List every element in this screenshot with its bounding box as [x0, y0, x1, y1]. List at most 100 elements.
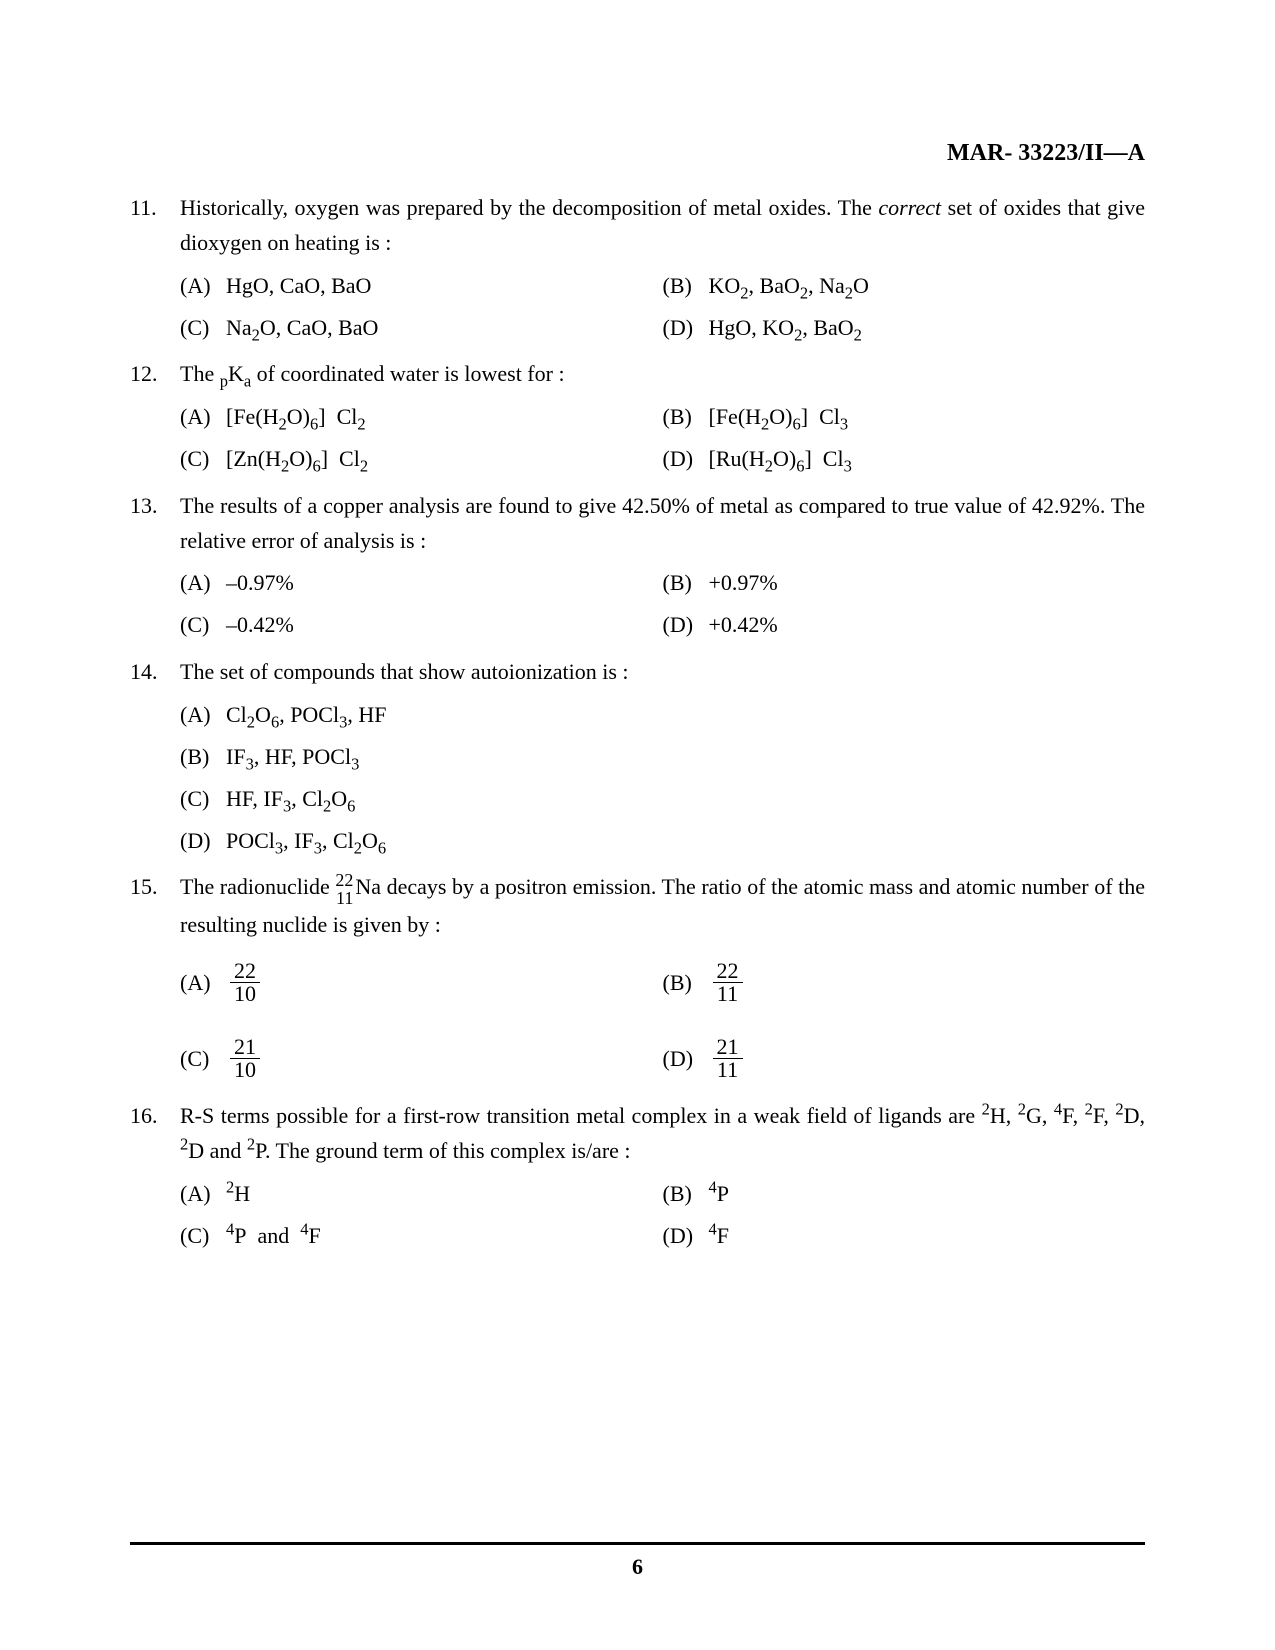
option: (B)+0.97%	[663, 564, 1146, 602]
question-14: 14.The set of compounds that show autoio…	[130, 654, 1145, 859]
option: (D)2111	[663, 1034, 1146, 1082]
option: (A)2210	[180, 958, 663, 1006]
option-label: (D)	[663, 1041, 709, 1076]
option-text: [Ru(H2O)6] Cl3	[709, 441, 852, 476]
option: (A)HgO, CaO, BaO	[180, 266, 663, 304]
option-label: (D)	[663, 310, 709, 345]
question-text: The radionuclide 2211Na decays by a posi…	[180, 869, 1145, 942]
question-text: The results of a copper analysis are fou…	[180, 488, 1145, 558]
option-text: KO2, BaO2, Na2O	[709, 268, 869, 303]
options: (A)HgO, CaO, BaO(B)KO2, BaO2, Na2O(C)Na2…	[180, 266, 1145, 346]
question-number: 16.	[130, 1098, 180, 1133]
option: (B)[Fe(H2O)6] Cl3	[663, 398, 1146, 436]
question-text: The pKa of coordinated water is lowest f…	[180, 356, 1145, 391]
page-number: 6	[0, 1554, 1275, 1580]
question-15: 15.The radionuclide 2211Na decays by a p…	[130, 869, 1145, 1082]
option-text: [Fe(H2O)6] Cl3	[709, 399, 849, 434]
option-label: (C)	[180, 781, 226, 816]
option: (B)2211	[663, 958, 1146, 1006]
option: (A)–0.97%	[180, 564, 663, 602]
question-text: R-S terms possible for a first-row trans…	[180, 1098, 1145, 1168]
option-label: (A)	[180, 399, 226, 434]
option-label: (D)	[663, 1218, 709, 1253]
option: (C)HF, IF3, Cl2O6	[180, 779, 1145, 817]
option-text: +0.42%	[709, 607, 778, 642]
option-label: (D)	[180, 823, 226, 858]
option-text: 4F	[709, 1218, 730, 1253]
option: (D)POCl3, IF3, Cl2O6	[180, 821, 1145, 859]
question-number: 12.	[130, 356, 180, 391]
option: (B)4P	[663, 1175, 1146, 1213]
option-text: 2H	[226, 1176, 250, 1211]
question-13: 13.The results of a copper analysis are …	[130, 488, 1145, 644]
question-list: 11.Historically, oxygen was prepared by …	[130, 190, 1145, 1255]
option-label: (D)	[663, 441, 709, 476]
option-label: (A)	[180, 565, 226, 600]
option-label: (C)	[180, 1041, 226, 1076]
question-number: 13.	[130, 488, 180, 523]
option: (C)4P and 4F	[180, 1217, 663, 1255]
question-number: 15.	[130, 869, 180, 904]
option-label: (B)	[663, 565, 709, 600]
option-text: 2210	[226, 960, 264, 1005]
option-label: (B)	[663, 399, 709, 434]
question-number: 14.	[130, 654, 180, 689]
option-text: 2111	[709, 1036, 747, 1081]
options: (A)2210(B)2211(C)2110(D)2111	[180, 958, 1145, 1082]
option: (A)[Fe(H2O)6] Cl2	[180, 398, 663, 436]
option-label: (B)	[663, 965, 709, 1000]
option-label: (A)	[180, 697, 226, 732]
option: (C)–0.42%	[180, 606, 663, 644]
option: (D)HgO, KO2, BaO2	[663, 308, 1146, 346]
option: (D)4F	[663, 1217, 1146, 1255]
option: (C)2110	[180, 1034, 663, 1082]
option: (D)[Ru(H2O)6] Cl3	[663, 440, 1146, 478]
option-text: 4P	[709, 1176, 730, 1211]
option-text: 4P and 4F	[226, 1218, 321, 1253]
question-number: 11.	[130, 190, 180, 225]
option-text: [Zn(H2O)6] Cl2	[226, 441, 368, 476]
option-text: 2110	[226, 1036, 264, 1081]
question-11: 11.Historically, oxygen was prepared by …	[130, 190, 1145, 346]
option-label: (B)	[663, 268, 709, 303]
option-text: Cl2O6, POCl3, HF	[226, 697, 386, 732]
option: (C)Na2O, CaO, BaO	[180, 308, 663, 346]
option-label: (B)	[180, 739, 226, 774]
options: (A)Cl2O6, POCl3, HF (B)IF3, HF, POCl3 (C)H…	[180, 695, 1145, 859]
option: (C)[Zn(H2O)6] Cl2	[180, 440, 663, 478]
question-text: The set of compounds that show autoioniz…	[180, 654, 1145, 689]
option: (A)Cl2O6, POCl3, HF	[180, 695, 1145, 733]
option-label: (C)	[180, 310, 226, 345]
option-label: (C)	[180, 1218, 226, 1253]
option: (B)KO2, BaO2, Na2O	[663, 266, 1146, 304]
options: (A)2H(B)4P(C)4P and 4F(D)4F	[180, 1175, 1145, 1255]
options: (A)–0.97%(B)+0.97%(C)–0.42%(D)+0.42%	[180, 564, 1145, 644]
option-text: Na2O, CaO, BaO	[226, 310, 378, 345]
option-label: (C)	[180, 607, 226, 642]
question-text: Historically, oxygen was prepared by the…	[180, 190, 1145, 260]
option-text: +0.97%	[709, 565, 778, 600]
option-text: HgO, KO2, BaO2	[709, 310, 862, 345]
option: (A)2H	[180, 1175, 663, 1213]
exam-page: MAR- 33223/II—A 11.Historically, oxygen …	[0, 0, 1275, 1650]
option-label: (A)	[180, 268, 226, 303]
option-label: (C)	[180, 441, 226, 476]
option-label: (B)	[663, 1176, 709, 1211]
option: (B)IF3, HF, POCl3	[180, 737, 1145, 775]
question-16: 16.R-S terms possible for a first-row tr…	[130, 1098, 1145, 1254]
option-label: (A)	[180, 965, 226, 1000]
option-text: 2211	[709, 960, 747, 1005]
question-12: 12.The pKa of coordinated water is lowes…	[130, 356, 1145, 477]
option-text: HgO, CaO, BaO	[226, 268, 371, 303]
options: (A)[Fe(H2O)6] Cl2(B)[Fe(H2O)6] Cl3(C)[Zn…	[180, 398, 1145, 478]
option-text: [Fe(H2O)6] Cl2	[226, 399, 366, 434]
option-label: (D)	[663, 607, 709, 642]
option: (D)+0.42%	[663, 606, 1146, 644]
option-text: POCl3, IF3, Cl2O6	[226, 823, 386, 858]
footer-rule	[130, 1542, 1145, 1545]
option-label: (A)	[180, 1176, 226, 1211]
paper-code: MAR- 33223/II—A	[947, 140, 1145, 167]
option-text: –0.97%	[226, 565, 294, 600]
option-text: HF, IF3, Cl2O6	[226, 781, 355, 816]
option-text: –0.42%	[226, 607, 294, 642]
